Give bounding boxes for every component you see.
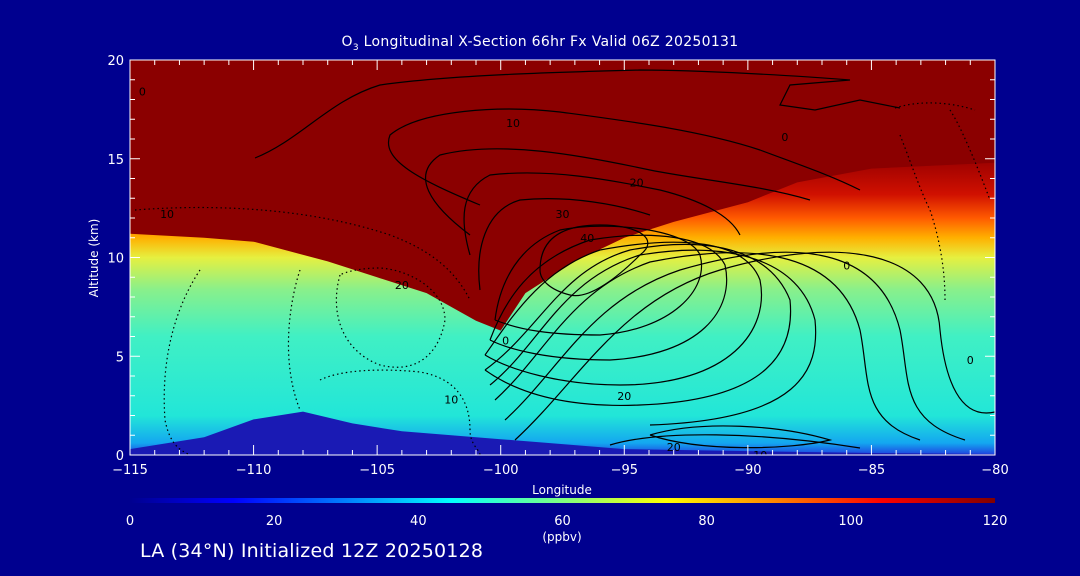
solid-contours [254,69,995,449]
colorbar-tick-label: 100 [838,514,863,529]
y-tick-label: 5 [116,350,124,365]
colorbar-ticks: 0 20 40 60 80 100 120 [126,514,1008,529]
contour-label: 10 [444,394,458,407]
title-species-subscript: 3 [352,42,359,53]
x-tick-label: −80 [981,463,1008,478]
contour-label: 0 [967,354,974,367]
contour-label: 10 [160,208,174,221]
contour-labels: 0 10 0 20 30 40 10 20 0 0 0 10 20 20 10 [139,86,974,462]
plot-area: 0 10 0 20 30 40 10 20 0 0 0 10 20 20 10 [130,60,995,462]
contour-solid [484,243,792,407]
colorbar-tick-label: 80 [698,514,715,529]
contour-label: 20 [667,441,681,454]
y-axis-label: Altitude (km) [87,219,101,298]
contour-label: 20 [630,176,644,189]
x-tick-label: −90 [734,463,761,478]
contour-solid [489,249,817,426]
x-tick-label: −115 [112,463,148,478]
colorbar-units: (ppbv) [542,530,581,544]
colorbar-tick-label: 60 [554,514,571,529]
contour-solid [478,198,651,291]
contour-dotted [894,102,976,111]
contour-dotted [949,109,991,201]
contour-label: 0 [502,334,509,347]
contour-label: 0 [139,86,146,99]
contour-label: 0 [781,131,788,144]
contour-solid [609,434,861,449]
contour-solid [514,251,995,441]
contour-solid [484,241,762,386]
contour-solid [489,234,728,361]
contour-solid [463,172,741,256]
axes: −115 −110 −105 −100 −95 −90 −85 −80 0 5 10 15 20 [107,54,1008,478]
y-tick-label: 10 [107,252,124,267]
x-tick-label: −85 [858,463,885,478]
contour-label: 0 [843,259,850,272]
contour-dotted [287,269,301,411]
contour-label: 10 [506,117,520,130]
x-tick-label: −105 [359,463,395,478]
terrain-fill [130,411,995,455]
y-tick-label: 0 [116,449,124,464]
colorbar-tick-label: 20 [266,514,283,529]
contour-solid [424,148,811,236]
contour-label: 20 [395,279,409,292]
contour-dotted [134,206,471,301]
initialization-label: LA (34°N) Initialized 12Z 20250128 [140,540,484,562]
dotted-contours [134,102,991,455]
title-species: O [341,34,353,50]
x-tick-label: −110 [236,463,272,478]
contour-label: 30 [556,208,570,221]
y-tick-label: 15 [107,153,124,168]
title-rest: Longitudinal X-Section 66hr Fx Valid 06Z… [358,34,739,50]
contour-label: 40 [580,232,594,245]
x-tick-label: −100 [483,463,519,478]
contour-solid [387,108,861,206]
troposphere-fill [130,162,995,455]
contour-label: 10 [753,449,767,462]
contour-solid [254,69,901,159]
colorbar [130,498,995,503]
chart-title: O3 Longitudinal X-Section 66hr Fx Valid … [0,34,1080,53]
contour-label: 20 [617,390,631,403]
x-tick-label: −95 [611,463,638,478]
x-axis-label: Longitude [532,483,592,497]
colorbar-tick-label: 40 [410,514,427,529]
y-tick-label: 20 [107,54,124,69]
contour-solid [649,425,833,449]
colorbar-tick-label: 120 [983,514,1008,529]
colorbar-tick-label: 0 [126,514,134,529]
